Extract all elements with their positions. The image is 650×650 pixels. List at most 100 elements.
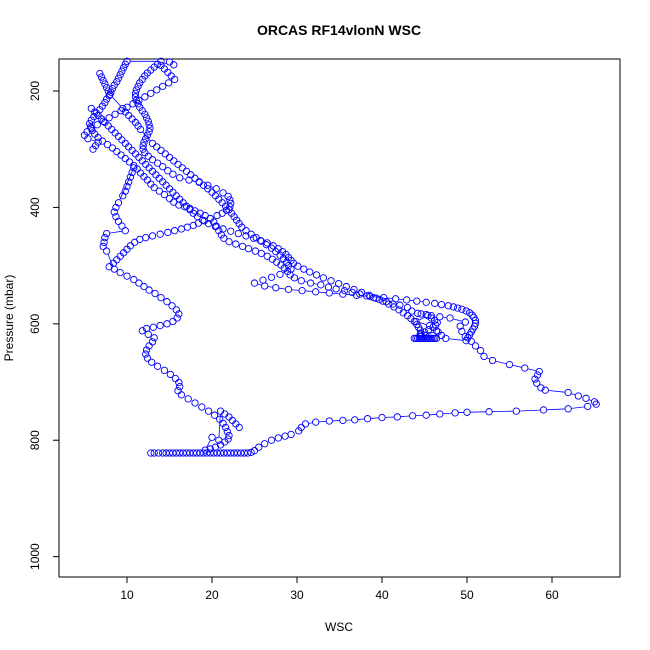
data-point (227, 227, 235, 235)
data-point (144, 330, 152, 338)
data-point (298, 286, 306, 295)
connector-segment (90, 139, 96, 142)
data-point (408, 412, 417, 420)
data-point (342, 282, 350, 291)
data-point (221, 423, 230, 432)
data-point (531, 375, 539, 383)
data-point (350, 285, 358, 294)
data-point (170, 227, 179, 235)
data-point (427, 312, 435, 320)
data-point (267, 436, 276, 444)
data-point (163, 320, 171, 328)
data-point (287, 430, 295, 439)
data-point (422, 298, 430, 306)
data-point (564, 388, 572, 397)
data-point (249, 234, 258, 242)
data-point (424, 312, 432, 320)
data-point (121, 187, 129, 195)
data-point (416, 326, 424, 334)
data-point (118, 67, 126, 75)
data-point (257, 237, 265, 245)
data-point (564, 405, 572, 413)
data-points (80, 57, 600, 457)
data-point (210, 411, 219, 419)
data-point (177, 225, 186, 233)
data-point (312, 288, 320, 296)
data-point (170, 157, 178, 165)
y-tick-label: 200 (28, 81, 42, 101)
data-point (170, 198, 178, 206)
connector-segment (218, 414, 221, 437)
data-point (284, 285, 293, 294)
data-point (134, 82, 142, 91)
connector-segment (386, 297, 393, 299)
data-point (444, 302, 452, 310)
data-point (287, 265, 295, 273)
data-point (102, 83, 111, 92)
data-point (378, 413, 386, 422)
data-point (242, 227, 250, 235)
data-point (161, 150, 169, 158)
data-point (138, 327, 146, 335)
data-point (204, 220, 213, 228)
data-point (112, 203, 120, 212)
data-point (164, 228, 172, 237)
data-point (232, 240, 240, 248)
x-tick-label: 40 (375, 588, 389, 602)
data-point (148, 338, 157, 346)
x-axis-label: WSC (325, 620, 353, 634)
chart-title: ORCAS RF14vlonN WSC (257, 22, 421, 38)
data-point (283, 258, 291, 266)
data-point (204, 407, 213, 415)
data-point (169, 170, 177, 178)
data-point (312, 271, 321, 279)
data-point (541, 386, 549, 394)
data-point (153, 159, 162, 167)
data-point (148, 156, 157, 164)
data-point (157, 61, 165, 70)
data-point (98, 137, 107, 145)
connector-segment (305, 290, 313, 292)
data-point (356, 290, 364, 298)
data-point (145, 286, 153, 294)
data-point (145, 121, 153, 129)
connector-segment (282, 270, 289, 274)
data-point (168, 302, 176, 310)
y-tick-label: 600 (28, 313, 42, 333)
data-point (198, 216, 207, 224)
data-point (458, 305, 466, 313)
data-point (412, 317, 420, 326)
data-point (535, 367, 543, 376)
data-point (134, 100, 142, 108)
data-point (142, 114, 151, 122)
data-point (365, 291, 373, 299)
data-point (144, 117, 152, 125)
connector-segment (304, 281, 308, 283)
data-point (159, 163, 167, 171)
data-point (212, 222, 220, 230)
data-point (274, 434, 282, 442)
data-point (103, 140, 112, 149)
data-point (123, 57, 131, 65)
data-point (431, 299, 439, 308)
data-point (425, 321, 434, 330)
data-point (422, 411, 430, 419)
data-point (140, 282, 148, 291)
data-point (340, 286, 349, 295)
data-point (87, 124, 95, 132)
data-point (173, 314, 181, 322)
data-point (325, 289, 333, 297)
data-point (135, 96, 143, 104)
data-point (204, 181, 212, 189)
x-tick-label: 30 (290, 588, 304, 602)
data-point (533, 379, 541, 387)
data-point (267, 273, 276, 281)
data-point (141, 93, 149, 101)
data-point (433, 319, 441, 327)
data-point (219, 419, 227, 427)
data-point (476, 346, 485, 355)
connector-segment (358, 418, 365, 420)
data-point (139, 142, 147, 150)
data-point (206, 445, 214, 453)
